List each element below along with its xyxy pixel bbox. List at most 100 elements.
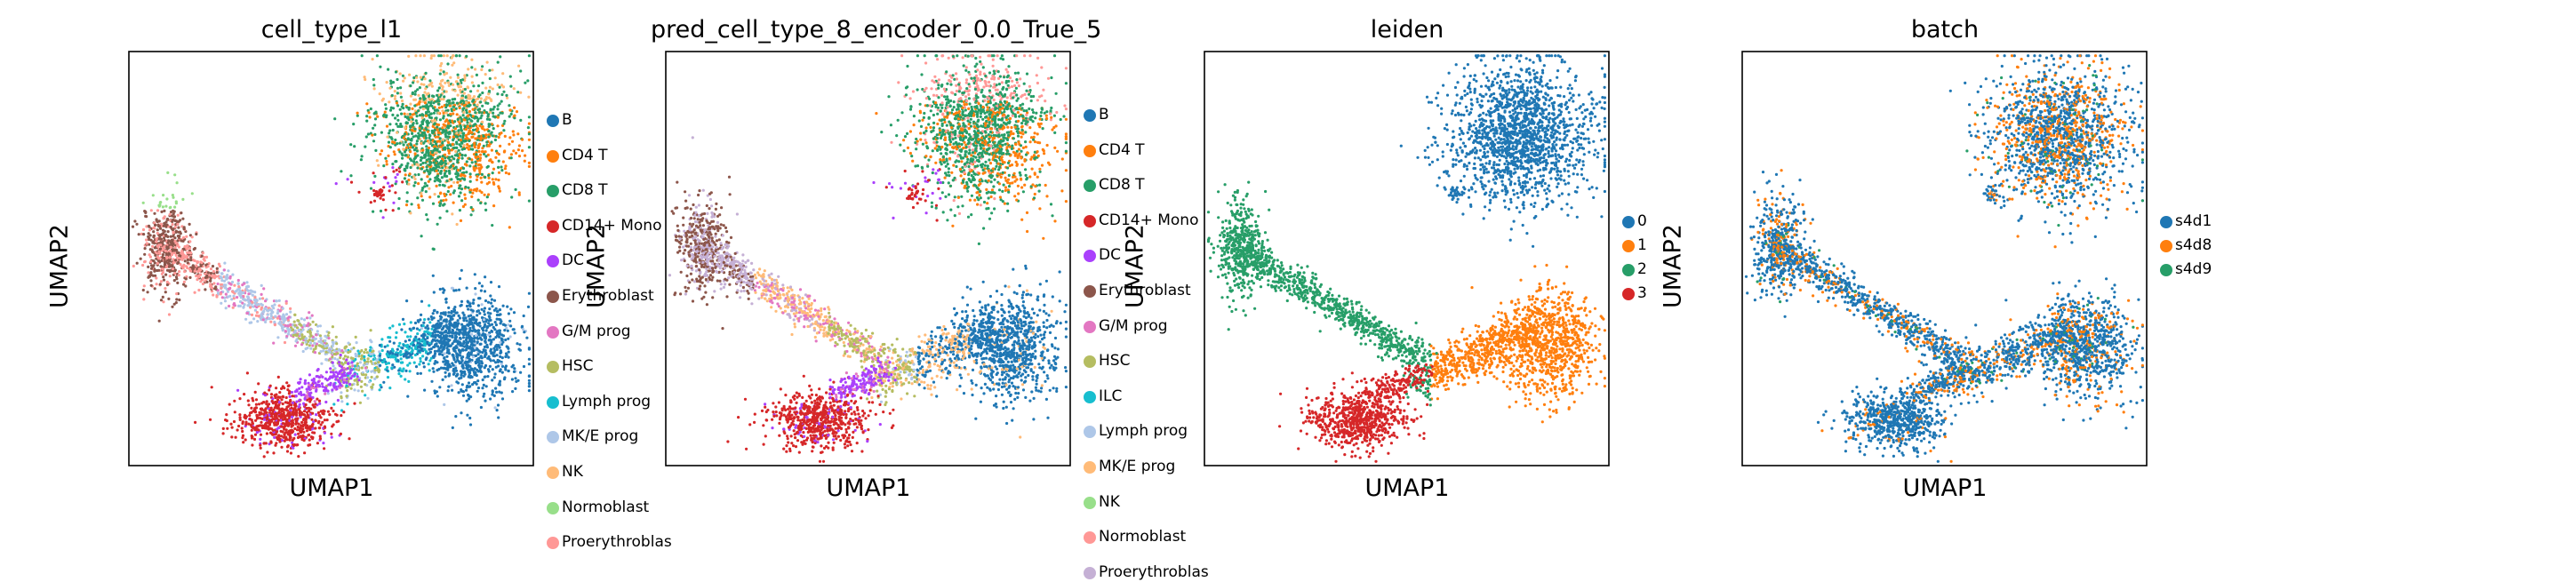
cell-point	[131, 225, 135, 228]
cell-point	[463, 372, 467, 376]
cell-point	[419, 158, 422, 163]
cell-point	[437, 165, 441, 169]
cell-point	[159, 299, 164, 302]
cell-point	[345, 378, 348, 381]
cell-point	[398, 108, 402, 111]
cell-point	[372, 84, 376, 87]
cell-point	[439, 331, 443, 334]
cell-point	[492, 115, 495, 118]
cell-point	[430, 379, 434, 383]
cell-point	[273, 303, 276, 307]
cell-point	[282, 418, 285, 421]
cell-point	[403, 167, 406, 171]
cell-point	[422, 98, 426, 101]
cell-point	[527, 374, 531, 379]
cell-point	[390, 184, 394, 187]
cell-point	[406, 335, 410, 339]
cell-point	[391, 166, 395, 170]
cell-point	[524, 154, 527, 157]
cell-point	[222, 268, 226, 272]
cell-point	[163, 221, 166, 226]
cell-point	[141, 263, 145, 267]
cell-point	[504, 368, 508, 371]
cell-point	[276, 336, 280, 339]
cell-point	[451, 331, 454, 335]
cell-point	[398, 150, 402, 154]
cell-point	[484, 323, 487, 327]
cell-point	[368, 380, 372, 384]
cell-point	[392, 341, 396, 345]
cell-point	[444, 159, 447, 163]
cell-point	[442, 54, 445, 58]
cell-point	[454, 334, 458, 338]
cell-point	[498, 370, 501, 373]
cell-point	[264, 421, 268, 425]
cell-point	[251, 293, 254, 297]
cell-point	[430, 98, 434, 101]
cell-point	[330, 432, 333, 435]
cell-point	[292, 320, 296, 323]
cell-point	[156, 209, 160, 212]
cell-point	[169, 205, 172, 209]
cell-point	[436, 195, 440, 198]
cell-point	[496, 83, 500, 87]
cell-point	[425, 165, 428, 169]
cell-point	[288, 395, 292, 398]
cell-point	[449, 193, 452, 196]
cell-point	[420, 116, 424, 120]
cell-point	[490, 352, 493, 355]
cell-point	[294, 395, 298, 398]
cell-point	[491, 390, 494, 394]
cell-point	[436, 323, 439, 328]
cell-point	[474, 362, 478, 365]
cell-point	[401, 370, 404, 373]
cell-point	[388, 146, 392, 149]
cell-point	[159, 201, 163, 204]
cell-point	[169, 226, 172, 229]
cell-point	[473, 123, 476, 126]
cell-point	[448, 101, 452, 105]
cell-point	[335, 342, 339, 346]
cell-point	[476, 356, 481, 360]
cell-point	[424, 114, 428, 117]
cell-point	[265, 403, 268, 406]
cell-point	[331, 344, 334, 347]
cell-point	[417, 163, 420, 167]
cell-point	[452, 180, 456, 184]
cell-point	[148, 253, 151, 257]
cell-point	[415, 140, 419, 143]
cell-point	[479, 342, 483, 346]
cell-point	[359, 385, 363, 388]
cell-point	[462, 314, 466, 317]
cell-point	[479, 97, 483, 100]
cell-point	[259, 443, 262, 447]
cell-point	[349, 174, 353, 178]
cell-point	[199, 264, 203, 267]
cell-point	[441, 141, 444, 145]
cell-point	[396, 92, 399, 95]
cell-point	[391, 349, 395, 353]
cell-point	[474, 68, 477, 71]
cell-point	[459, 124, 462, 128]
cell-point	[472, 167, 476, 171]
cell-point	[413, 92, 417, 96]
cell-point	[484, 208, 488, 211]
cell-point	[483, 325, 486, 329]
cell-point	[340, 414, 343, 418]
cell-point	[434, 343, 437, 347]
cell-point	[475, 153, 478, 156]
cell-point	[186, 244, 189, 248]
cell-point	[378, 344, 381, 347]
cell-point	[269, 412, 273, 416]
cell-point	[504, 171, 508, 175]
cell-point	[422, 83, 426, 86]
cell-point	[183, 270, 187, 274]
cell-point	[446, 344, 451, 348]
cell-point	[244, 317, 248, 321]
cell-point	[493, 76, 497, 80]
cell-point	[238, 397, 242, 401]
cell-point	[490, 323, 494, 326]
cell-point	[146, 291, 149, 294]
cell-point	[334, 335, 338, 339]
cell-point	[435, 116, 438, 120]
